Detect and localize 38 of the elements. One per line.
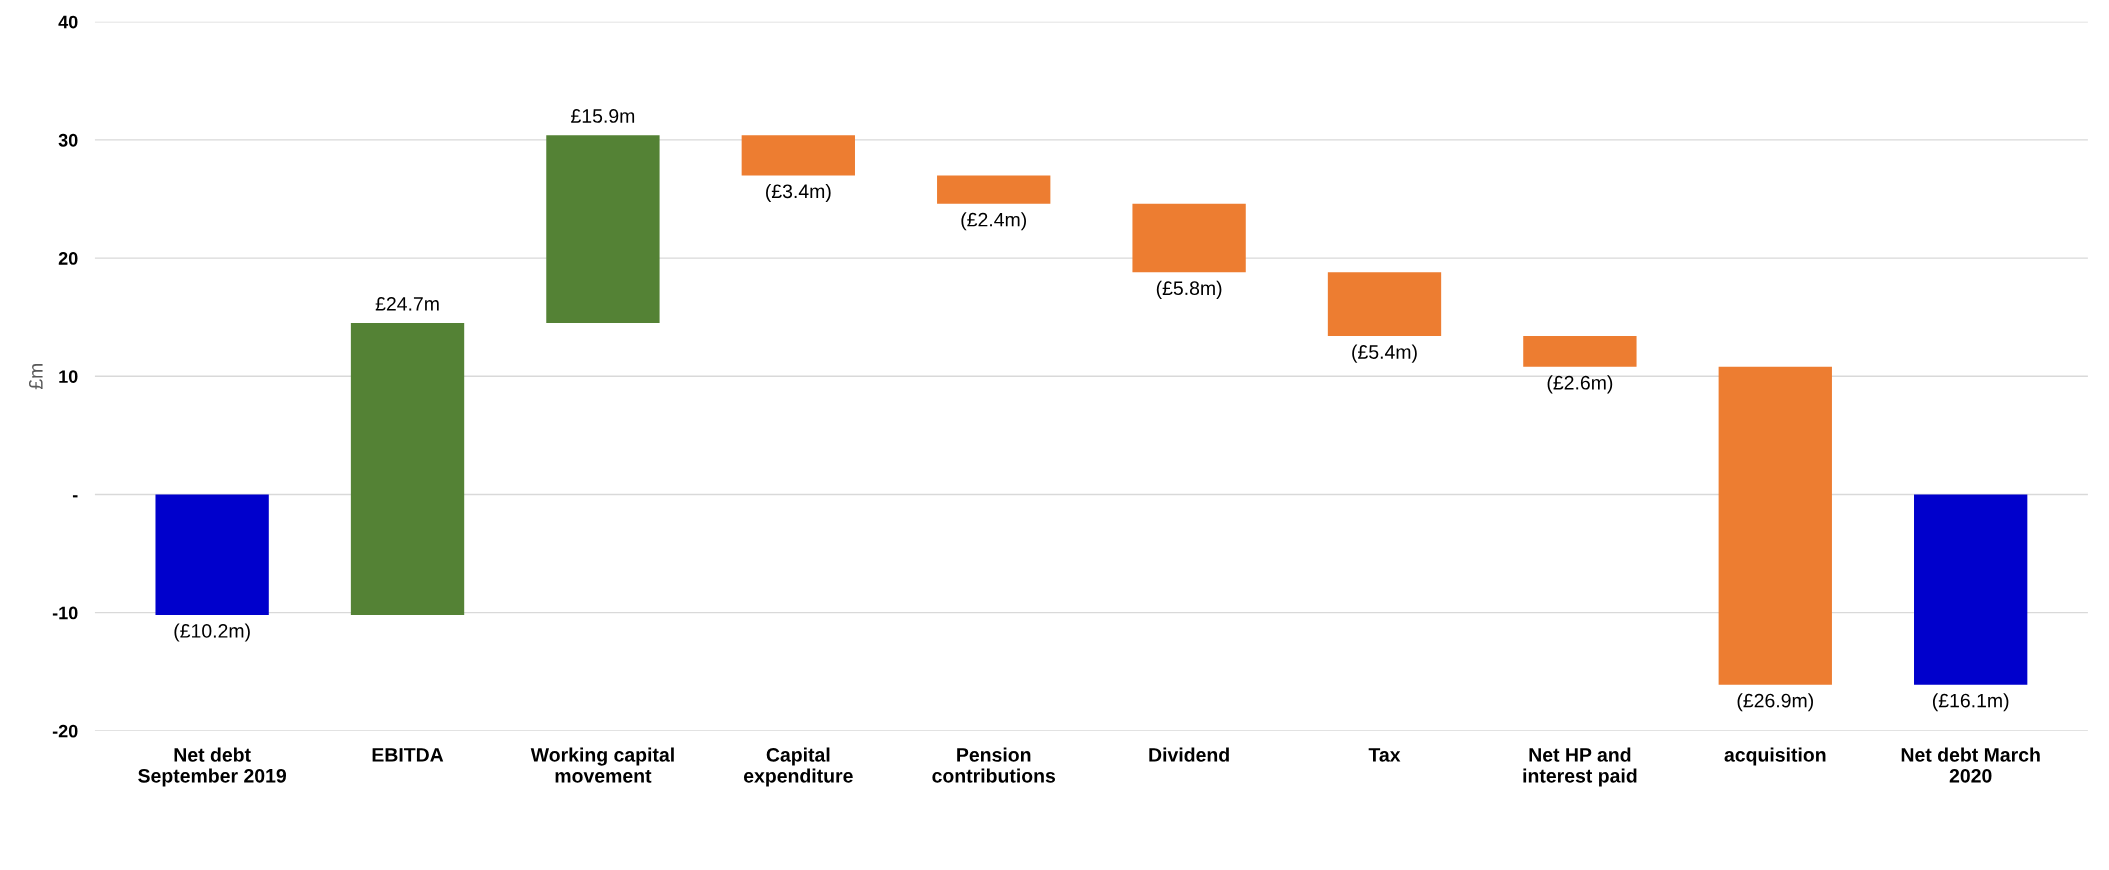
- data-label: (£2.4m): [961, 212, 1026, 231]
- x-tick-label: Capital expenditure: [743, 747, 853, 787]
- data-label: £24.7m: [375, 296, 439, 311]
- x-tick-label: EBITDA: [372, 748, 444, 762]
- y-axis-title: £m: [28, 364, 43, 390]
- bar: [1718, 366, 1832, 685]
- data-label: £15.9m: [571, 109, 635, 123]
- x-tick-label: Tax: [1368, 748, 1401, 762]
- y-tick-label: -20: [52, 724, 78, 738]
- data-label: (£5.8m): [1156, 280, 1222, 299]
- data-label: (£10.2m): [174, 623, 250, 642]
- bar: [350, 323, 465, 615]
- y-tick-label: 20: [58, 252, 78, 265]
- data-label: (£16.1m): [1932, 693, 2009, 712]
- x-tick-label: Net debt March 2020: [1901, 747, 2040, 783]
- bar: [546, 135, 660, 324]
- y-tick-label: -10: [52, 606, 78, 620]
- bar: [937, 175, 1051, 204]
- bar: [1914, 494, 2028, 685]
- x-tick-label: acquisition: [1724, 747, 1826, 766]
- y-tick-label: 30: [58, 133, 78, 147]
- x-tick-label: Pension contributions: [932, 747, 1056, 783]
- y-tick-label: -: [72, 495, 78, 498]
- y-tick-label: 10: [59, 370, 78, 383]
- x-tick-label: Working capital movement: [530, 747, 674, 783]
- x-tick-label: Net debt September 2019: [138, 747, 286, 787]
- data-label: (£2.6m): [1547, 375, 1613, 394]
- bar: [155, 494, 269, 615]
- bar: [1132, 203, 1246, 273]
- data-label: (£26.9m): [1737, 693, 1813, 712]
- bar: [1523, 336, 1637, 367]
- x-tick-label: Dividend: [1149, 747, 1229, 762]
- data-label: (£3.4m): [766, 183, 831, 202]
- data-label: (£5.4m): [1352, 344, 1417, 363]
- bar: [1327, 272, 1442, 337]
- y-tick-label: 40: [58, 15, 78, 29]
- x-tick-label: Net HP and interest paid: [1523, 747, 1637, 787]
- bar: [741, 135, 855, 176]
